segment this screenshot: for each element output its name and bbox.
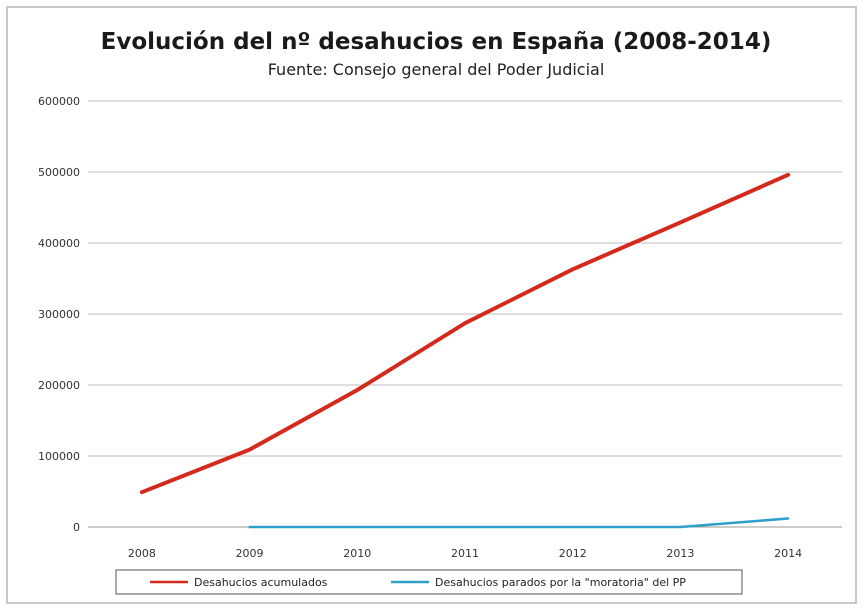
x-tick-label: 2014 <box>774 547 802 560</box>
chart-subtitle: Fuente: Consejo general del Poder Judici… <box>268 60 605 79</box>
x-tick-label: 2012 <box>559 547 587 560</box>
x-tick-label: 2010 <box>343 547 371 560</box>
y-tick-label: 500000 <box>38 166 80 179</box>
x-tick-label: 2009 <box>236 547 264 560</box>
y-tick-label: 600000 <box>38 95 80 108</box>
grid-lines <box>88 100 842 528</box>
x-tick-label: 2013 <box>666 547 694 560</box>
y-tick-label: 300000 <box>38 308 80 321</box>
chart-title: Evolución del nº desahucios en España (2… <box>101 29 772 55</box>
chart-frame: Evolución del nº desahucios en España (2… <box>6 6 857 604</box>
legend-label-2: Desahucios parados por la "moratoria" de… <box>435 576 686 589</box>
x-axis-tick-labels: 2008 2009 2010 2011 2012 2013 2014 <box>128 547 802 560</box>
y-tick-label: 0 <box>73 521 80 534</box>
y-tick-label: 200000 <box>38 379 80 392</box>
x-tick-label: 2008 <box>128 547 156 560</box>
series-line-1 <box>139 172 791 495</box>
y-tick-label: 100000 <box>38 450 80 463</box>
y-axis-tick-labels: 0 100000 200000 300000 400000 500000 600000 <box>38 95 80 534</box>
series-lines <box>139 172 791 529</box>
series-line-2 <box>248 517 790 529</box>
x-tick-label: 2011 <box>451 547 479 560</box>
legend: Desahucios acumulados Desahucios parados … <box>115 569 743 595</box>
y-tick-label: 400000 <box>38 237 80 250</box>
legend-label-1: Desahucios acumulados <box>194 576 328 589</box>
chart-svg: Evolución del nº desahucios en España (2… <box>38 29 842 595</box>
